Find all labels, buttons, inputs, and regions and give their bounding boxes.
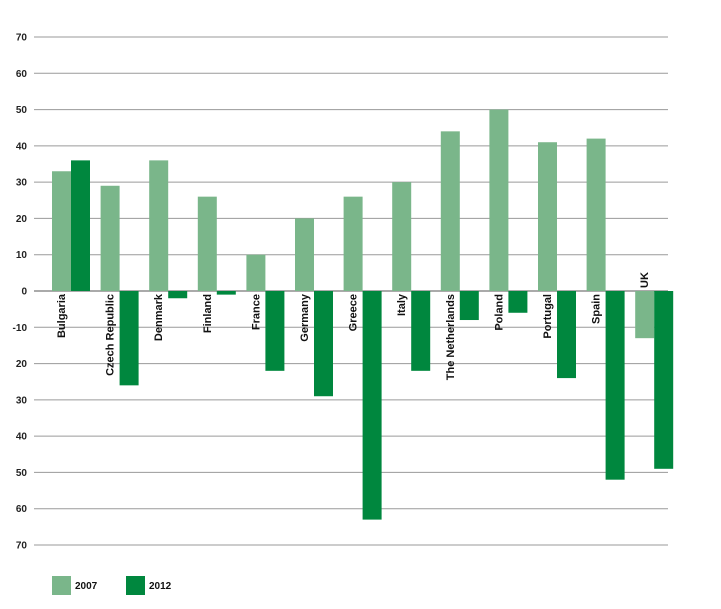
category-label: Bulgaria [56, 293, 68, 338]
bar-2012 [557, 291, 576, 379]
bar-2007 [295, 218, 314, 291]
category-label: Greece [348, 294, 360, 331]
legend-swatch-2007 [52, 576, 71, 595]
category-label: France [250, 294, 262, 330]
y-tick-label: 10 [16, 250, 28, 261]
y-tick-label: 30 [16, 178, 28, 189]
bar-2007 [440, 131, 460, 291]
category-label: The Netherlands [445, 294, 457, 380]
bar-2007 [586, 138, 606, 291]
legend-swatch-2012 [126, 576, 145, 595]
bar-2007 [489, 109, 509, 291]
category-label: Denmark [153, 293, 165, 341]
y-axis-ticks: 70 60 50 40 30 20 10 0 -10 20 30 40 50 60 70 [13, 33, 28, 552]
bar-2012 [605, 291, 625, 480]
category-label: UK [639, 272, 651, 288]
y-tick-label: 40 [16, 141, 28, 152]
y-tick-label: 40 [16, 432, 28, 443]
legend-label: 2012 [149, 581, 172, 592]
bar-2007 [392, 182, 412, 291]
y-tick-label: 70 [16, 33, 28, 44]
bar-2007 [538, 142, 557, 291]
y-tick-label: 20 [16, 214, 28, 225]
y-tick-label: 30 [16, 395, 28, 406]
bar-2007 [343, 196, 363, 291]
bar-2012 [411, 291, 431, 371]
bar-2012 [71, 160, 90, 291]
y-tick-label: 60 [16, 504, 28, 515]
y-tick-label: 70 [16, 541, 28, 552]
bar-2012 [216, 291, 236, 295]
category-label: Italy [396, 293, 408, 316]
bar-2012 [362, 291, 382, 520]
bar-2007 [246, 254, 266, 291]
y-tick-label: -10 [13, 323, 28, 334]
bar-2012 [314, 291, 333, 397]
category-label: Czech Republic [105, 294, 117, 376]
category-label: Spain [591, 294, 603, 324]
bar-2007 [52, 171, 71, 291]
bar-2012 [119, 291, 139, 386]
bar-2007 [635, 291, 655, 339]
category-label: Portugal [542, 294, 554, 339]
category-labels: Bulgaria Czech Republic Denmark Finland Fran… [56, 272, 651, 380]
y-tick-label: 20 [16, 359, 28, 370]
y-tick-label: 60 [16, 69, 28, 80]
category-label: Poland [493, 294, 505, 331]
bar-2007 [149, 160, 169, 291]
bar-2012 [168, 291, 188, 299]
bar-2012 [265, 291, 285, 371]
y-tick-label: 50 [16, 468, 28, 479]
category-label: Germany [299, 293, 311, 342]
y-tick-label: 50 [16, 105, 28, 116]
bar-2007 [197, 196, 217, 291]
category-label: Finland [202, 294, 214, 333]
bars [52, 109, 674, 520]
bar-2007 [100, 185, 120, 291]
legend-label: 2007 [75, 581, 98, 592]
legend: 2007 2012 [52, 576, 172, 595]
y-tick-label: 0 [21, 287, 27, 298]
bar-2012 [459, 291, 479, 321]
bar-2012 [508, 291, 528, 313]
bar-2012 [654, 291, 674, 469]
